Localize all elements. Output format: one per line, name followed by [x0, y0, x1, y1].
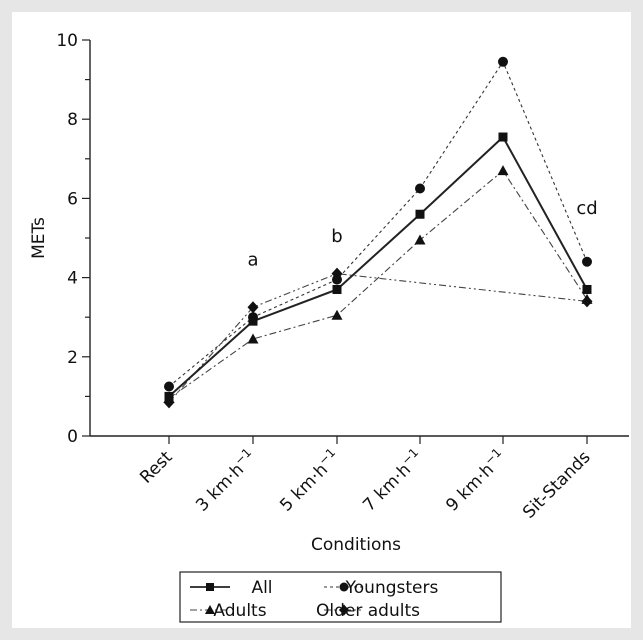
series-all [164, 132, 592, 401]
legend-item-older-adults: Older adults [316, 601, 420, 621]
data-point [247, 301, 259, 314]
legend-label: Older adults [316, 601, 420, 621]
series-line [168, 135, 588, 398]
series-line [168, 60, 588, 387]
x-tick-label: 3 km·h−1 [190, 445, 260, 515]
series-adults [163, 165, 593, 403]
series-line [168, 169, 588, 399]
data-point [498, 132, 508, 142]
significance-annotation: b [331, 226, 342, 247]
chart-panel: 0 2 4 6 8 10 Rest 3 km·h−1 5 km·h−1 7 km·h−1 9 km·… [12, 12, 631, 628]
x-axis-title: Conditions [311, 535, 401, 555]
y-axis-title: METs [29, 217, 49, 259]
legend-label: All [251, 578, 272, 598]
legend-marker [339, 582, 349, 592]
series-layer [163, 56, 593, 409]
data-point [582, 256, 592, 267]
data-point [415, 209, 425, 219]
legend-label: Youngsters [345, 578, 439, 598]
data-point [331, 309, 343, 320]
significance-annotation: a [247, 250, 258, 271]
data-point [332, 274, 342, 285]
legend-marker [206, 583, 214, 591]
mets-line-chart: 0 2 4 6 8 10 Rest 3 km·h−15 km·h−17 km·h−19 km·… [29, 31, 629, 623]
data-point [248, 316, 258, 326]
data-point [414, 234, 426, 245]
significance-annotation: cd [576, 198, 597, 219]
data-point [164, 381, 174, 392]
y-tick-label: 0 [67, 427, 78, 447]
legend-marker [339, 604, 349, 616]
data-point [497, 165, 509, 176]
y-tick-label: 2 [67, 348, 78, 368]
series-line [168, 273, 588, 403]
legend-item-all: All [190, 578, 273, 598]
series-youngsters [164, 56, 592, 392]
series-older-adults [163, 267, 593, 409]
legend-marker [205, 605, 215, 614]
data-point [164, 391, 174, 401]
legend-item-youngsters: Youngsters [324, 578, 438, 598]
x-tick-label: Sit-Stands [519, 447, 594, 522]
legend-box [179, 571, 502, 623]
y-tick-label: 8 [67, 110, 78, 130]
legend: All Youngsters Adults Older adults [179, 571, 502, 623]
data-point [581, 295, 593, 308]
legend-label: Adults [213, 601, 266, 621]
data-point [582, 284, 592, 294]
data-point [247, 333, 259, 344]
y-tick-label: 10 [56, 31, 78, 51]
annotations: a b cd [247, 198, 597, 270]
y-tick-label: 6 [67, 189, 78, 209]
data-point [332, 284, 342, 294]
x-tick-label: 5 km·h−1 [274, 445, 344, 515]
x-tick-label: Rest [136, 447, 177, 488]
data-point [498, 56, 508, 67]
legend-item-adults: Adults [190, 601, 267, 621]
y-tick-label: 4 [67, 269, 78, 289]
data-point [415, 183, 425, 194]
x-tick-label: 7 km·h−1 [357, 445, 427, 515]
x-tick-label: 9 km·h−1 [440, 445, 510, 515]
